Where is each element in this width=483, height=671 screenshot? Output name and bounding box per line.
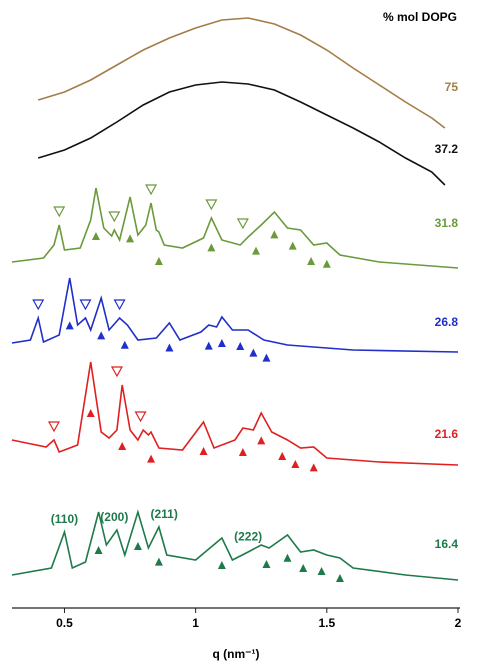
filled-marker [86, 409, 95, 417]
open-marker [134, 411, 147, 423]
series-label: 26.8 [435, 315, 459, 329]
series-label: 37.2 [435, 142, 459, 156]
filled-marker [307, 257, 316, 265]
filled-marker [236, 342, 245, 350]
x-tick-label: 1.5 [318, 616, 335, 630]
open-marker [113, 299, 126, 311]
filled-marker [249, 348, 258, 357]
filled-marker [238, 448, 247, 456]
annotation: (110) [51, 512, 78, 526]
series-label: 21.6 [435, 427, 459, 441]
filled-marker [217, 561, 226, 569]
filled-marker [154, 557, 163, 566]
open-marker [236, 218, 249, 230]
filled-marker [278, 452, 287, 460]
x-tick-label: 0.5 [56, 616, 73, 630]
open-marker [205, 199, 218, 211]
filled-marker [270, 230, 279, 239]
filled-marker [94, 546, 103, 554]
open-marker [79, 299, 92, 311]
series-label: 16.4 [435, 537, 459, 551]
filled-marker [97, 331, 106, 340]
legend-title: % mol DOPG [383, 10, 457, 24]
filled-marker [262, 353, 271, 362]
series-line [11, 277, 459, 353]
filled-marker [283, 553, 292, 562]
open-marker [110, 366, 123, 378]
annotation: (222) [234, 529, 262, 543]
filled-marker [335, 574, 344, 582]
x-tick-label: 1 [192, 616, 199, 630]
series-label: 31.8 [435, 216, 459, 230]
filled-marker [257, 436, 266, 445]
filled-marker [291, 460, 300, 468]
x-axis-label: q (nm⁻¹) [213, 647, 260, 661]
filled-marker [204, 341, 213, 350]
filled-marker [299, 564, 308, 572]
filled-marker [126, 234, 135, 243]
filled-marker [309, 463, 318, 472]
filled-marker [133, 542, 142, 550]
open-marker [108, 211, 121, 223]
filled-marker [147, 454, 156, 463]
filled-marker [154, 257, 163, 265]
open-marker [145, 184, 158, 196]
filled-marker [199, 447, 208, 455]
x-tick-label: 2 [455, 616, 462, 630]
series-line [11, 509, 459, 581]
filled-marker [165, 343, 174, 352]
filled-marker [288, 241, 297, 250]
annotation: (200) [100, 510, 128, 524]
series-line [11, 187, 459, 269]
series-line [37, 81, 446, 186]
series-line [37, 17, 446, 129]
filled-marker [317, 567, 326, 575]
filled-marker [207, 243, 216, 252]
filled-marker [120, 340, 129, 349]
filled-marker [91, 232, 100, 240]
series-line [11, 361, 459, 466]
open-marker [47, 421, 60, 433]
filled-marker [251, 246, 260, 255]
filled-marker [65, 321, 74, 330]
filled-marker [322, 259, 331, 268]
filled-marker [118, 442, 127, 450]
open-marker [32, 299, 45, 311]
filled-marker [217, 339, 226, 347]
annotation: (211) [150, 507, 177, 521]
series-label: 75 [445, 80, 459, 94]
open-marker [53, 206, 66, 218]
filled-marker [262, 560, 271, 568]
